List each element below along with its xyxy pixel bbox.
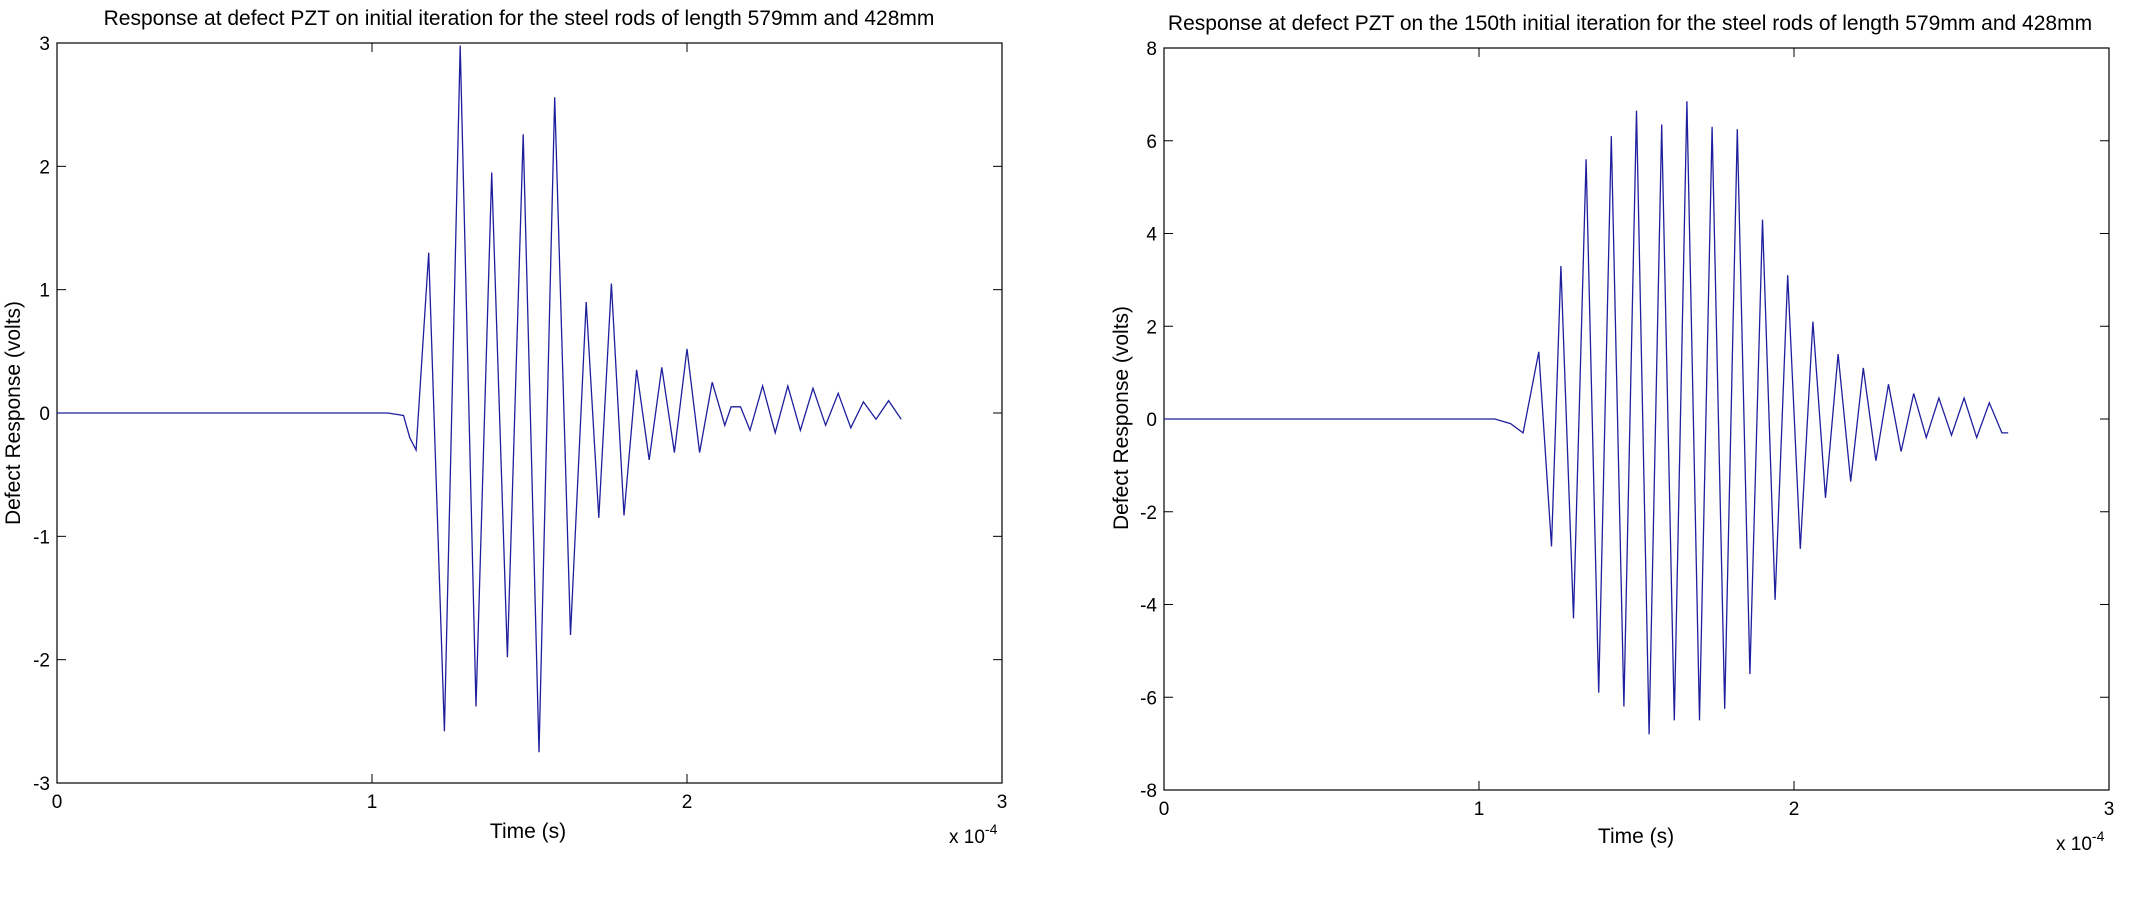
x-axis-multiplier-exponent: -4 xyxy=(985,821,998,837)
x-axis-label: Time (s) xyxy=(1598,825,1674,848)
x-tick-label: 0 xyxy=(52,792,63,813)
x-axis-label: Time (s) xyxy=(490,820,566,843)
x-tick-label: 2 xyxy=(682,792,693,813)
chart-title: Response at defect PZT on the 150th init… xyxy=(1168,12,2092,35)
y-tick-label: -6 xyxy=(1140,688,1157,709)
y-tick-label: 8 xyxy=(1146,39,1157,60)
x-tick-label: 2 xyxy=(1789,799,1800,820)
y-tick-label: 4 xyxy=(1146,225,1157,246)
x-axis-multiplier-exponent: -4 xyxy=(2092,828,2105,844)
chart-initial-iteration: Response at defect PZT on initial iterat… xyxy=(2,7,1007,848)
y-tick-label: -8 xyxy=(1140,781,1157,802)
data-line xyxy=(57,45,902,753)
y-tick-label: 0 xyxy=(1146,410,1157,431)
y-tick-label: -2 xyxy=(1140,503,1157,524)
axis-ticks: 0 1 2 3 -8 -6 -4 -2 0 2 4 6 8 xyxy=(1140,39,2114,820)
y-tick-label: 2 xyxy=(1146,317,1157,338)
y-tick-label: -4 xyxy=(1140,596,1157,617)
x-tick-label: 1 xyxy=(367,792,378,813)
y-tick-label: 1 xyxy=(39,281,50,302)
x-axis-multiplier: x 10-4 xyxy=(949,821,998,848)
chart-title: Response at defect PZT on initial iterat… xyxy=(104,7,935,30)
y-axis-label: Defect Response (volts) xyxy=(1110,306,1133,530)
y-tick-label: 0 xyxy=(39,404,50,425)
x-axis-multiplier-base: x 10 xyxy=(949,827,985,848)
y-tick-label: 6 xyxy=(1146,132,1157,153)
data-line xyxy=(1164,101,2009,735)
x-tick-label: 0 xyxy=(1159,799,1170,820)
y-tick-label: -3 xyxy=(33,774,50,795)
x-tick-label: 3 xyxy=(997,792,1008,813)
chart-150th-iteration: Response at defect PZT on the 150th init… xyxy=(1110,12,2114,855)
y-tick-label: 3 xyxy=(39,34,50,55)
axis-ticks: 0 1 2 3 -3 -2 -1 0 1 2 3 xyxy=(33,34,1007,813)
y-tick-label: -1 xyxy=(33,527,50,548)
y-axis-label: Defect Response (volts) xyxy=(2,301,25,525)
y-tick-label: 2 xyxy=(39,157,50,178)
x-tick-label: 1 xyxy=(1474,799,1485,820)
x-axis-multiplier: x 10-4 xyxy=(2056,828,2105,855)
x-tick-label: 3 xyxy=(2104,799,2115,820)
x-axis-multiplier-base: x 10 xyxy=(2056,834,2092,855)
y-tick-label: -2 xyxy=(33,651,50,672)
